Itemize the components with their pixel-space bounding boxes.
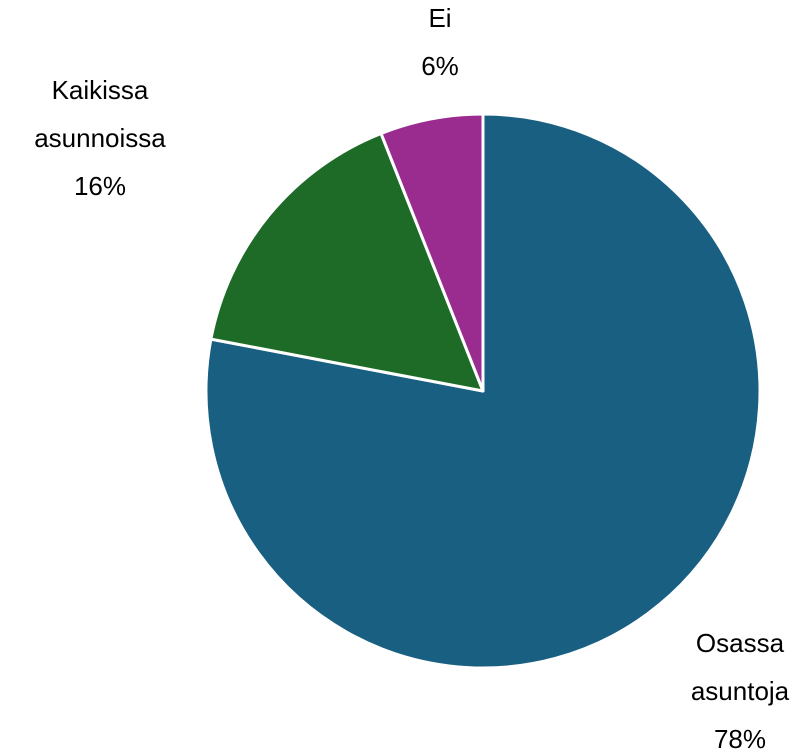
slice-label: asuntoja xyxy=(691,676,790,706)
slice-value-label: 78% xyxy=(714,724,766,752)
slice-label: Kaikissa xyxy=(52,75,149,105)
pie-slice xyxy=(204,112,762,670)
slice-value-label: 16% xyxy=(74,171,126,201)
slice-value-label: 6% xyxy=(421,51,459,81)
slice-label: asunnoissa xyxy=(34,123,166,153)
slice-label: Osassa xyxy=(696,628,785,658)
pie-slice xyxy=(209,131,485,393)
slice-label: Ei xyxy=(428,3,451,33)
pie-slice xyxy=(379,112,485,393)
